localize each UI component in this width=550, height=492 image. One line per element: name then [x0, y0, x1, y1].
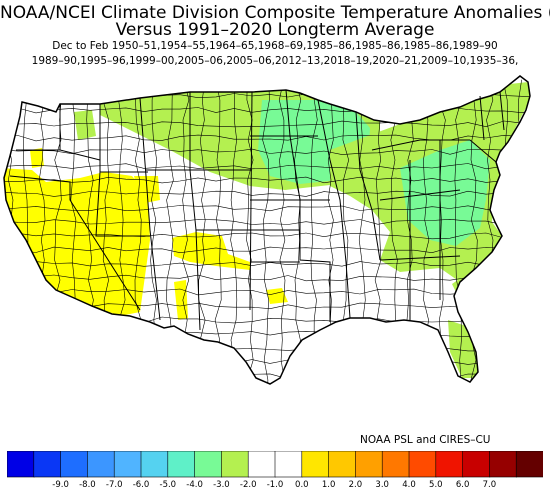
legend-swatch — [274, 451, 303, 478]
legend-tick-label: 7.0 — [482, 480, 497, 490]
anomaly-regions — [4, 79, 530, 384]
legend-tick-label: -6.0 — [132, 480, 150, 490]
legend-tick-label: 2.0 — [348, 480, 363, 490]
legend-swatch — [113, 451, 142, 478]
legend-swatch — [515, 451, 543, 478]
legend-swatch — [355, 451, 383, 478]
legend-swatch — [7, 451, 35, 478]
data-source-credit: NOAA PSL and CIRES–CU — [360, 434, 491, 446]
legend-tick-label: -4.0 — [186, 480, 203, 490]
region-new-mexico-yellow — [174, 280, 188, 320]
legend-tick-label: 3.0 — [375, 480, 389, 490]
legend-swatch — [194, 451, 223, 478]
region-oregon-yellow — [30, 148, 44, 168]
legend-swatch — [381, 451, 410, 478]
composite-years-line1: Dec to Feb 1950–51,1954–55,1964–65,1968–… — [52, 40, 498, 52]
legend-swatch — [489, 451, 517, 478]
legend-tick-label: -5.0 — [159, 480, 177, 490]
region-colorado-yellow — [172, 232, 250, 270]
legend-tick-label: 6.0 — [455, 480, 470, 490]
legend-tick-label: 4.0 — [402, 480, 416, 490]
legend-tick-label: -3.0 — [213, 480, 230, 490]
legend-tick-label: -9.0 — [52, 480, 69, 490]
legend-swatch — [33, 451, 62, 478]
legend-swatch — [301, 451, 330, 478]
legend-tick-label: 5.0 — [429, 480, 443, 490]
legend-tick-label: 0.0 — [295, 480, 309, 490]
legend-tick-label: -8.0 — [79, 480, 96, 490]
legend-tick-label: -2.0 — [239, 480, 257, 490]
legend-tick-label: -1.0 — [266, 480, 284, 490]
legend-swatch — [247, 451, 276, 478]
composite-years-line2: 1989–90,1995–96,1999–00,2005–06,2005–06,… — [31, 55, 519, 67]
legend-tick-label: -7.0 — [105, 480, 123, 490]
legend-swatch — [462, 451, 491, 478]
us-climate-division-map — [3, 75, 531, 385]
region-southwest-yellow — [4, 168, 150, 316]
legend-tick-labels: -9.0 -8.0 -7.0 -6.0 -5.0 -4.0 -3.0 -2.0 -1.0 0.0 1… — [0, 480, 550, 492]
legend-swatch — [221, 451, 249, 478]
color-scale-legend — [7, 451, 543, 478]
legend-swatch — [328, 451, 357, 478]
legend-swatch — [140, 451, 169, 478]
legend-swatch — [408, 451, 437, 478]
legend-swatch — [60, 451, 89, 478]
legend-swatch — [87, 451, 116, 478]
legend-tick-label: 1.0 — [321, 480, 336, 490]
legend-swatch — [435, 451, 464, 478]
map-title-line2: Versus 1991–2020 Longterm Average — [115, 20, 435, 40]
state-boundaries — [9, 89, 505, 331]
map-title-line1: NOAA/NCEI Climate Division Composite Tem… — [0, 3, 550, 23]
region-florida-green — [448, 320, 478, 378]
region-appalachia-green — [400, 140, 490, 246]
legend-swatch — [167, 451, 196, 478]
region-washington-green — [74, 110, 96, 140]
